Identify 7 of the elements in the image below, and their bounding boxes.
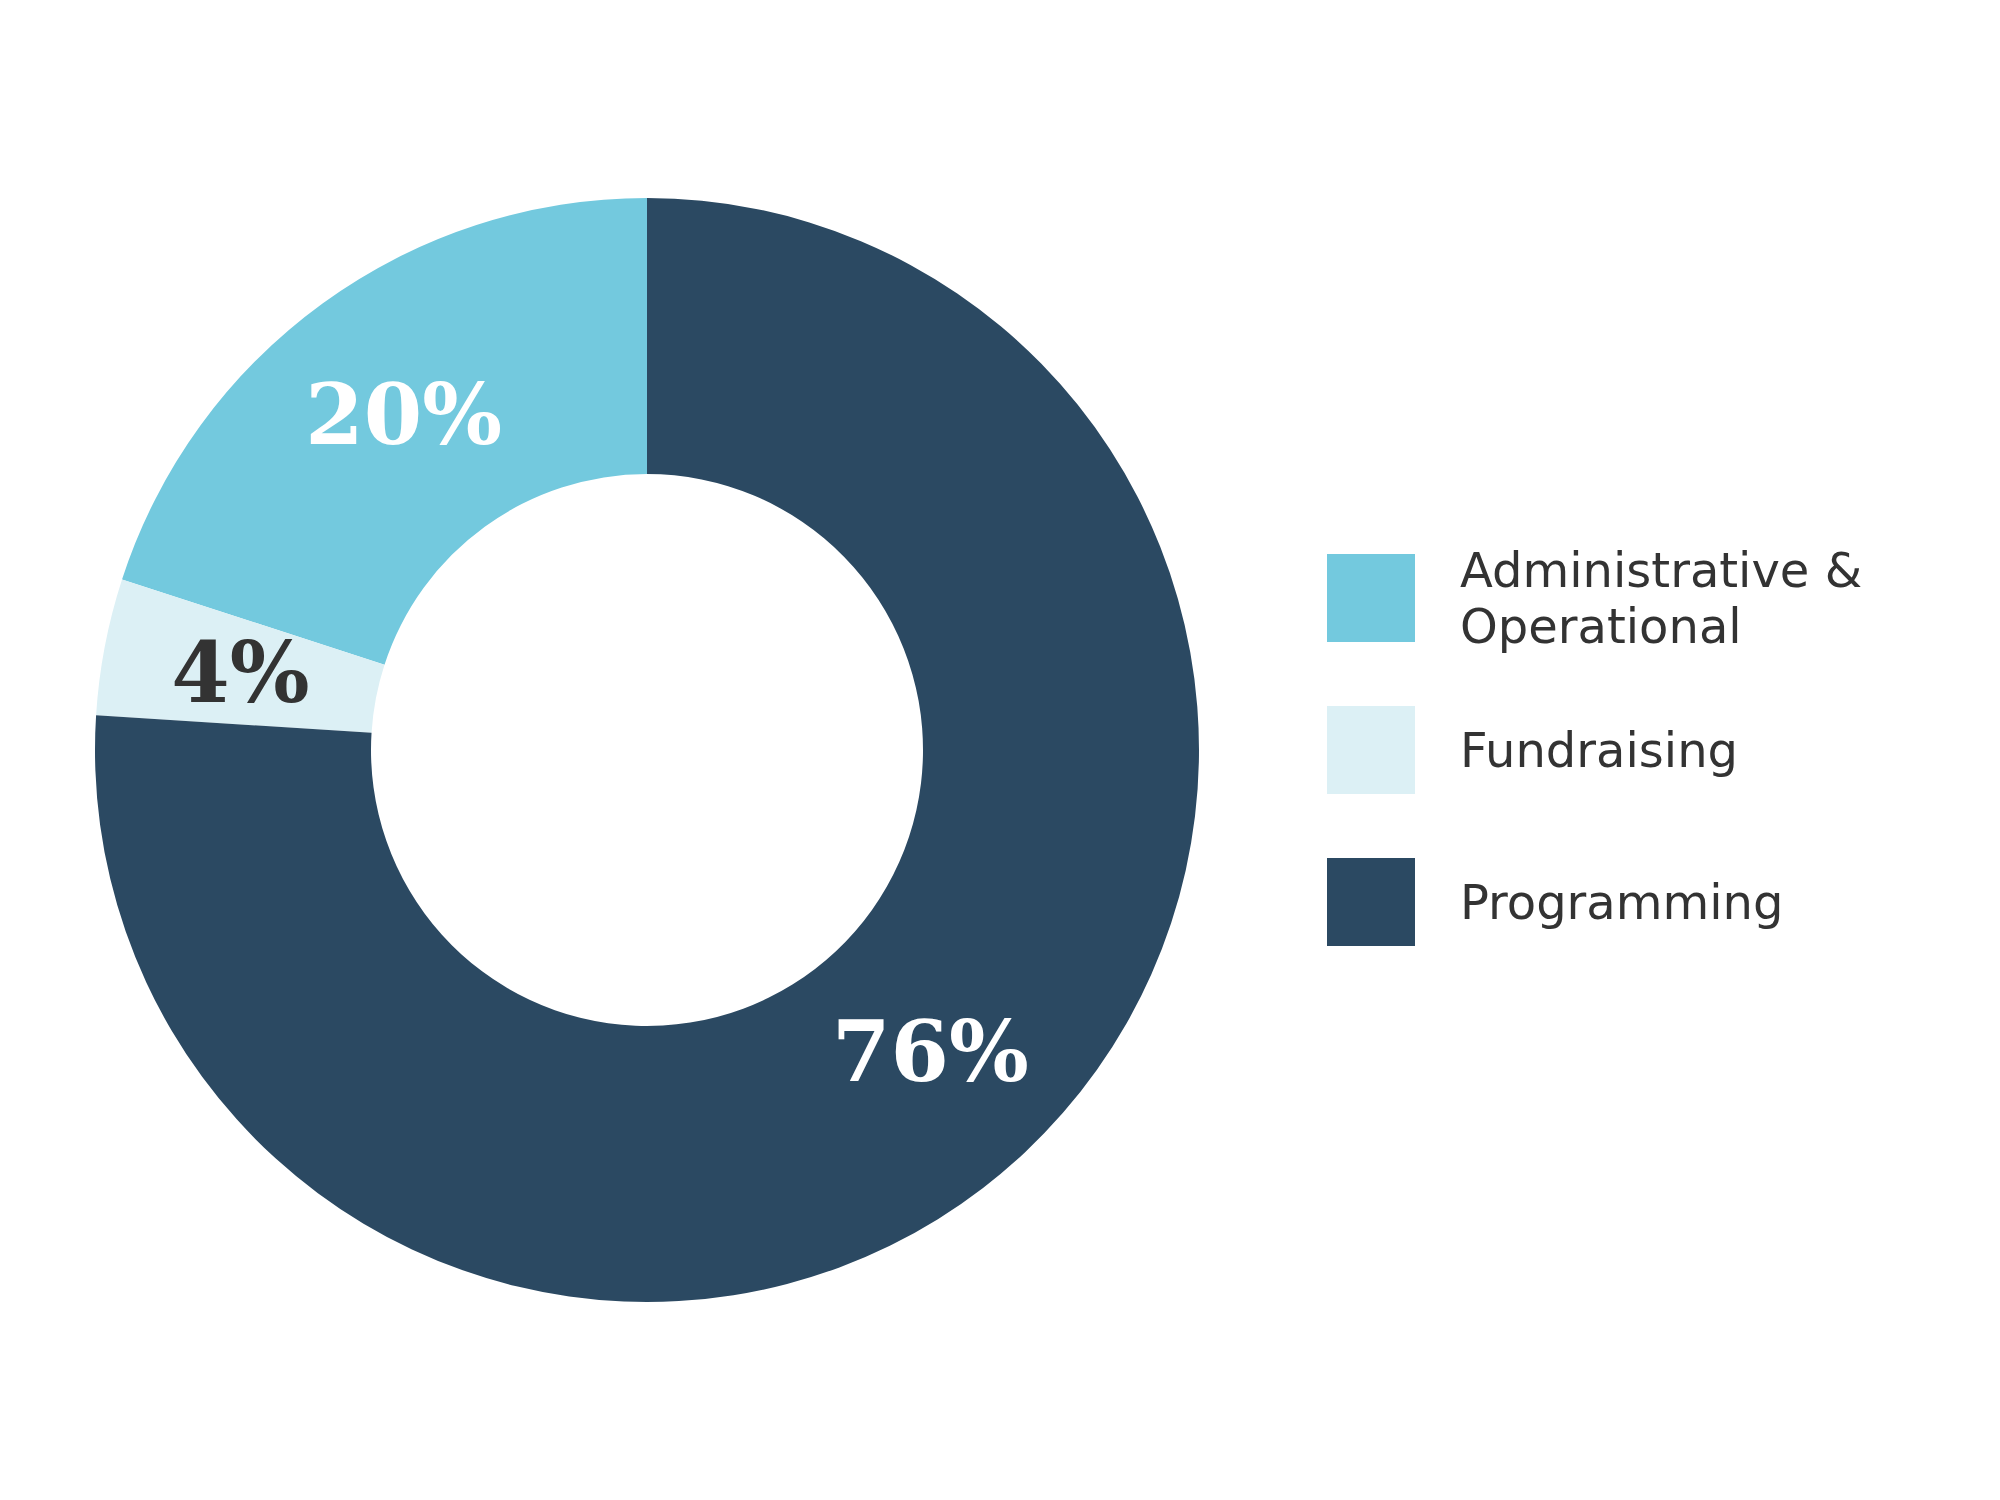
legend-label: Programming [1460,873,1784,930]
data-label: 20% [305,365,503,465]
data-label: 4% [171,622,310,722]
legend-label: Fundraising [1460,721,1739,778]
legend-label: Administrative & Operational [1460,541,1863,654]
data-label: 76% [832,1002,1029,1102]
donut-slice [96,198,1199,1302]
